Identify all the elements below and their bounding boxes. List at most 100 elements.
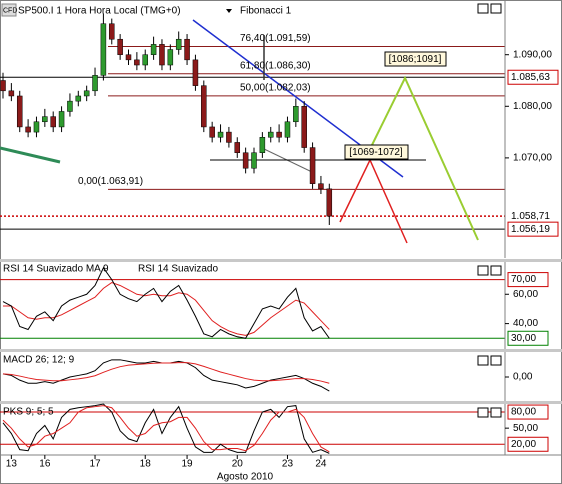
indicator-line — [2, 362, 330, 384]
candle-body — [8, 90, 15, 97]
fib-label: 50,00(1.082,03) — [240, 82, 311, 93]
candle-body — [134, 59, 140, 66]
x-tick-label: 18 — [140, 459, 152, 470]
candle-body — [251, 152, 257, 169]
panel-title: PKS 9; 5; 5 — [3, 407, 54, 418]
candle-body — [293, 106, 299, 123]
x-tick-label: 13 — [6, 459, 18, 470]
indicator-line — [2, 266, 330, 339]
fib-label: 76,40(1.091,59) — [240, 33, 311, 44]
candle-body — [217, 131, 224, 138]
panel-separator — [0, 349, 562, 352]
candle-body — [276, 131, 282, 138]
y-tick-label: 50,00 — [513, 423, 538, 434]
y-tick-label: 0,00 — [513, 372, 533, 383]
trend-line — [0, 146, 61, 164]
candle-body — [50, 116, 56, 128]
candle-body — [159, 44, 165, 66]
price-label-box — [507, 69, 559, 85]
candle-body — [0, 80, 6, 92]
candle-body — [318, 183, 324, 190]
candle-body — [284, 121, 291, 138]
candle-body — [201, 85, 207, 128]
fib-label: 61,80(1.086,30) — [240, 60, 311, 71]
candle-body — [125, 54, 132, 61]
candle-body — [117, 38, 123, 55]
candle-body — [184, 38, 190, 61]
close-button[interactable] — [490, 407, 502, 418]
price-label: 1.056,19 — [511, 224, 550, 235]
close-button[interactable] — [490, 3, 502, 14]
maximize-button[interactable] — [477, 407, 489, 418]
y-tick-label: 1.070,00 — [513, 153, 552, 164]
x-axis-label: Agosto 2010 — [217, 472, 274, 483]
dropdown-arrow[interactable] — [226, 9, 232, 13]
candle-body — [267, 131, 274, 138]
annotation-box — [384, 51, 447, 67]
level-label-box — [507, 272, 549, 288]
candle-body — [209, 126, 215, 138]
candle-body — [175, 38, 182, 50]
candle-body — [234, 142, 241, 153]
candle-body — [100, 23, 107, 76]
x-tick-label: 20 — [232, 459, 244, 470]
level-label: 30,00 — [511, 333, 536, 344]
candle-body — [309, 147, 316, 184]
price-label: 1.085,63 — [511, 72, 550, 83]
candle-body — [42, 116, 48, 123]
level-label: 80,00 — [511, 407, 536, 418]
y-tick-label: 1.080,00 — [513, 101, 552, 112]
candle-body — [326, 188, 333, 217]
x-tick-label: 24 — [315, 459, 327, 470]
close-button[interactable] — [490, 265, 502, 276]
forecast-path — [371, 75, 479, 241]
candle-body — [83, 90, 90, 97]
level-label-box — [507, 330, 549, 346]
badge-box — [1, 3, 17, 17]
fib-label: 0,00(1.063,91) — [78, 176, 143, 187]
panel-separator — [0, 259, 562, 262]
candle-body — [167, 49, 174, 66]
annotation: [1086;1091] — [389, 54, 442, 65]
annotation-box — [344, 144, 409, 160]
candle-body — [16, 95, 23, 128]
x-tick-label: 19 — [182, 459, 194, 470]
x-tick-label: 17 — [89, 459, 101, 470]
candle-body — [25, 126, 31, 133]
level-label-box — [507, 436, 549, 452]
candle-body — [109, 23, 115, 40]
y-tick-label: 1.090,00 — [513, 49, 552, 60]
candle-body — [242, 152, 249, 169]
level-label: 20,00 — [511, 439, 536, 450]
legend-entry: RSI 14 Suavizado MA 9 — [3, 264, 109, 275]
chart-title: SP500.I 1 Hora Hora Local (TMG+0) — [18, 6, 181, 17]
maximize-button[interactable] — [477, 265, 489, 276]
price-label-box — [507, 221, 559, 237]
panel-separator — [0, 401, 562, 404]
candle-body — [192, 59, 199, 86]
candle-body — [75, 95, 82, 102]
candle-body — [142, 54, 148, 66]
y-tick-label: 60,00 — [513, 289, 538, 300]
close-button[interactable] — [490, 355, 502, 366]
candle-body — [58, 111, 65, 128]
annotation: [1069-1072] — [349, 147, 403, 158]
candle-body — [67, 100, 73, 112]
indicator-line — [2, 405, 330, 453]
x-tick-label: 23 — [282, 459, 294, 470]
maximize-button[interactable] — [477, 355, 489, 366]
x-tick-label: 16 — [39, 459, 51, 470]
candle-body — [301, 106, 307, 148]
candle-body — [33, 121, 40, 133]
price-label: 1.058,71 — [511, 211, 550, 222]
badge: CFD — [3, 7, 17, 14]
level-label: 70,00 — [511, 274, 536, 285]
indicator-line — [2, 403, 330, 454]
chart-subtitle: Fibonacci 1 — [240, 6, 292, 17]
maximize-button[interactable] — [477, 3, 489, 14]
panel-title: MACD 26; 12; 9 — [3, 355, 75, 366]
candle-body — [226, 131, 232, 143]
level-label-box — [507, 404, 549, 420]
